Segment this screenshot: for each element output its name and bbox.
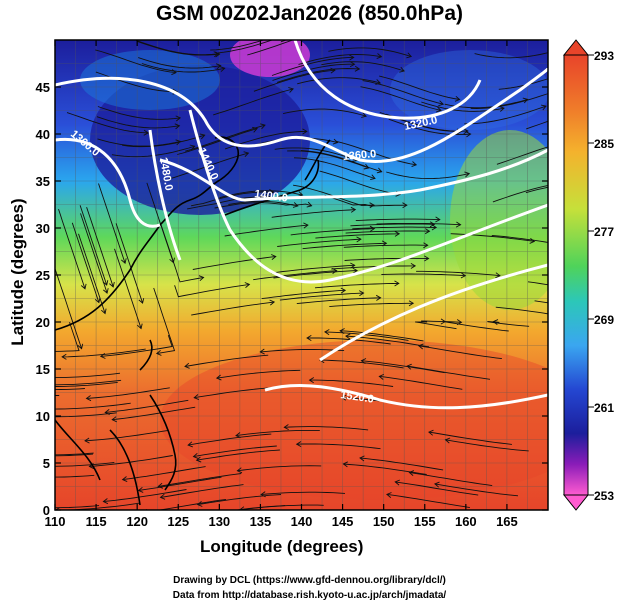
x-tick-label: 160 (455, 514, 477, 529)
x-axis: 110 115 120 125 130 135 140 145 150 155 160 165 (45, 40, 518, 529)
y-axis: 0 5 10 15 20 25 30 35 40 45 (36, 80, 548, 518)
contour-1480-east (319, 263, 548, 362)
colorbar-tick-label: 277 (594, 225, 614, 239)
map-title: GSM 00Z02Jan2026 (850.0hPa) (155, 2, 463, 25)
contour-1320 (293, 40, 482, 120)
x-tick-label: 145 (332, 514, 354, 529)
x-tick-label: 125 (167, 514, 189, 529)
contour-label: 1520.0 (340, 389, 375, 406)
y-tick-label: 20 (36, 315, 50, 330)
contour-1440 (188, 109, 548, 284)
x-axis-label: Longitude (degrees) (200, 537, 364, 556)
y-tick-label: 35 (36, 174, 50, 189)
x-tick-label: 120 (126, 514, 148, 529)
y-tick-label: 30 (36, 221, 50, 236)
colorbar-tick-label: 261 (594, 401, 614, 415)
coastlines (55, 136, 331, 506)
contour-1480 (148, 129, 182, 261)
x-tick-label: 115 (86, 514, 107, 529)
y-tick-label: 25 (36, 268, 50, 283)
y-tick-label: 10 (36, 409, 50, 424)
y-axis-label: Latitude (degrees) (8, 198, 27, 346)
y-tick-label: 45 (36, 80, 50, 95)
contour-label: 1400.0 (254, 188, 289, 205)
colorbar-bottom-arrow (562, 494, 590, 511)
contour-1360-west (55, 137, 161, 228)
contour-1400 (159, 148, 548, 202)
contour-label: 1480.0 (157, 156, 175, 191)
contour-1520 (264, 384, 548, 410)
x-tick-label: 110 (45, 514, 66, 529)
colorbar-top-arrow (562, 39, 590, 56)
credit-line: Drawing by DCL (https://www.gfd-dennou.o… (173, 575, 446, 586)
contour-1360 (55, 67, 548, 163)
credit-line: Data from http://database.rish.kyoto-u.a… (172, 590, 447, 601)
x-tick-label: 150 (373, 514, 395, 529)
y-tick-label: 15 (36, 362, 50, 377)
y-tick-label: 5 (43, 456, 50, 471)
y-tick-label: 0 (43, 503, 50, 518)
x-tick-label: 165 (496, 514, 518, 529)
x-tick-label: 135 (250, 514, 272, 529)
colorbar-scale (563, 54, 589, 496)
colorbar-tick-label: 293 (594, 49, 614, 63)
x-tick-label: 140 (291, 514, 313, 529)
x-tick-label: 130 (208, 514, 230, 529)
height-contours (55, 40, 548, 410)
y-tick-label: 40 (36, 127, 50, 142)
colorbar-tick-label: 285 (594, 137, 614, 151)
contour-label: 1360.0 (342, 148, 377, 163)
colorbar-tick-label: 269 (594, 313, 614, 327)
colorbar-tick-label: 253 (594, 489, 614, 503)
colorbar: 293 285 277 269 261 253 (562, 39, 614, 511)
x-tick-label: 155 (414, 514, 436, 529)
